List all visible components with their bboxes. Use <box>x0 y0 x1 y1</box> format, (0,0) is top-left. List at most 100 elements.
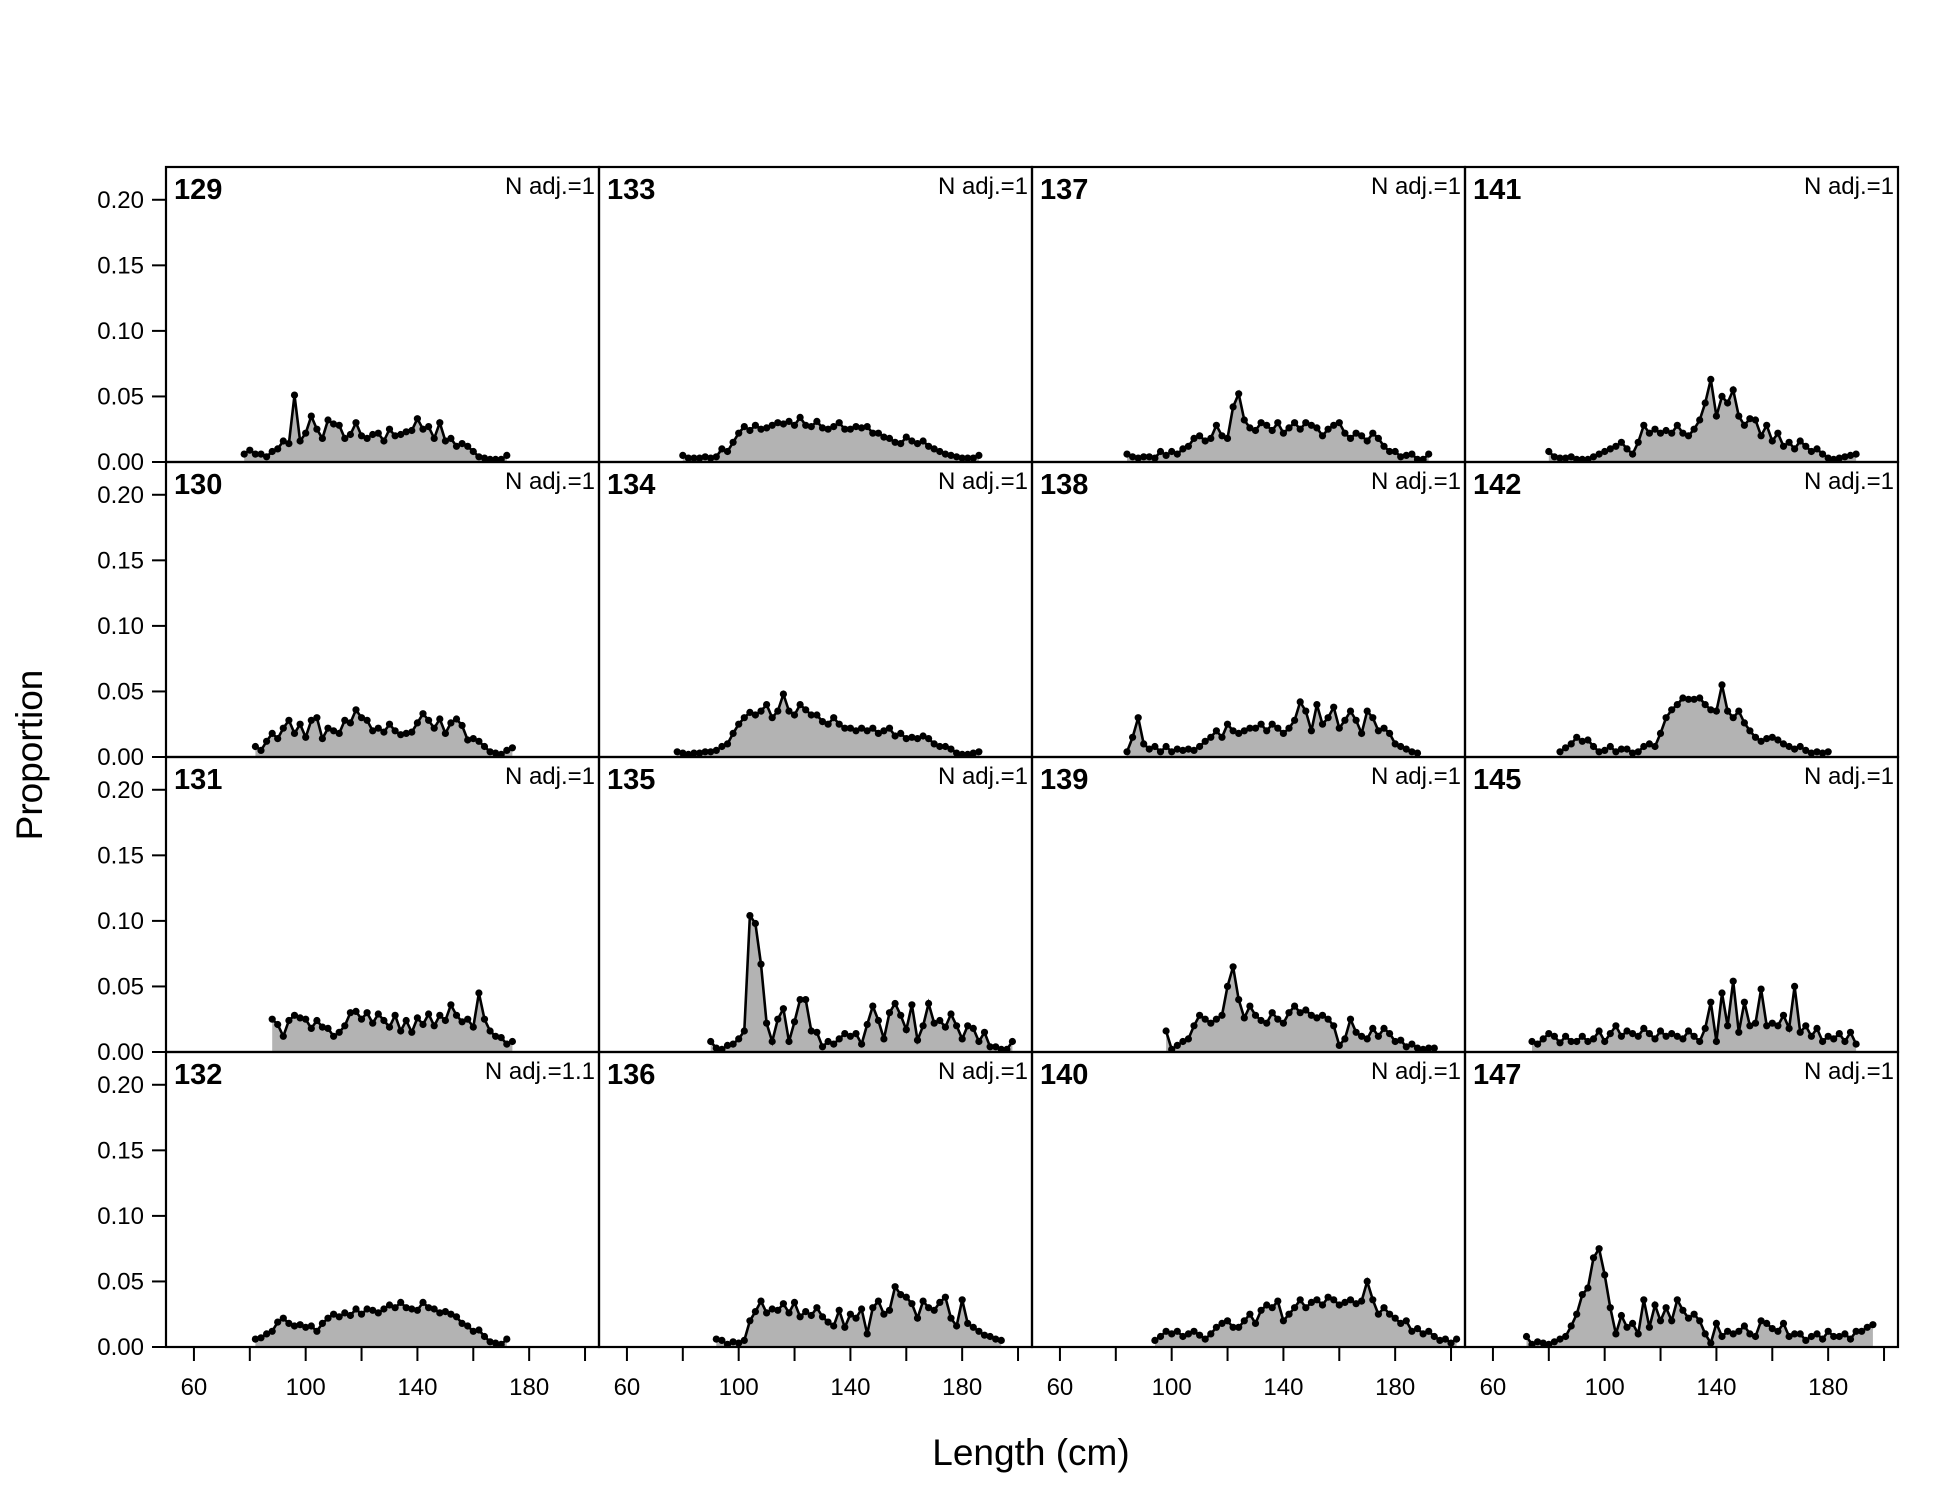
data-point <box>1207 1330 1215 1338</box>
data-point <box>1408 1040 1416 1048</box>
y-tick-label: 0.00 <box>97 1039 144 1066</box>
data-point <box>712 746 720 755</box>
data-point <box>425 716 433 724</box>
data-point <box>802 996 810 1004</box>
data-point <box>852 727 860 735</box>
data-point <box>1746 1022 1754 1030</box>
data-point <box>735 1035 743 1043</box>
data-point <box>779 690 788 698</box>
panel-note: N adj.=1 <box>938 1058 1028 1085</box>
data-point <box>1279 1317 1287 1325</box>
data-point <box>980 1331 989 1339</box>
panel-border <box>164 165 601 464</box>
data-point <box>330 1310 338 1318</box>
data-point <box>1852 1327 1860 1335</box>
data-point <box>746 1317 754 1325</box>
data-point <box>1419 1330 1427 1338</box>
data-point <box>486 748 494 756</box>
data-point <box>673 748 681 756</box>
data-point <box>830 423 838 431</box>
data-point <box>1578 1291 1586 1299</box>
data-point <box>452 1313 461 1321</box>
data-point <box>1341 716 1349 724</box>
data-point <box>475 737 483 745</box>
data-point <box>408 1028 416 1036</box>
data-point <box>841 1030 849 1038</box>
data-point <box>925 1304 933 1312</box>
data-point <box>1263 1301 1271 1309</box>
data-point <box>885 434 894 442</box>
data-point <box>1008 1037 1017 1046</box>
data-point <box>1263 421 1271 429</box>
data-point <box>1662 1032 1670 1040</box>
data-point <box>447 1001 455 1009</box>
data-point <box>1712 707 1720 715</box>
data-point <box>891 732 899 740</box>
data-point <box>1425 1327 1433 1335</box>
data-point <box>1207 434 1215 442</box>
data-point <box>1223 982 1232 991</box>
data-point <box>408 1305 416 1313</box>
data-point <box>1835 1030 1843 1038</box>
data-point <box>1257 419 1265 427</box>
data-point <box>346 719 354 727</box>
data-point <box>480 1332 489 1341</box>
data-point <box>302 429 310 437</box>
data-point <box>296 1014 304 1022</box>
data-point <box>1263 727 1271 735</box>
data-point <box>1285 724 1293 732</box>
data-point <box>1740 719 1748 727</box>
data-point <box>1425 1044 1433 1052</box>
data-point <box>874 729 883 738</box>
data-point <box>1550 1338 1558 1346</box>
panel-139: 139 N adj.=1 <box>1030 755 1467 1054</box>
data-point <box>1229 403 1237 411</box>
data-point <box>352 419 360 427</box>
x-tick-label: 180 <box>1375 1374 1415 1401</box>
data-point <box>1729 1330 1737 1338</box>
data-point <box>768 1037 776 1046</box>
data-point <box>969 1024 977 1032</box>
data-point <box>807 1311 815 1320</box>
data-point <box>464 1015 472 1023</box>
panel-note: N adj.=1 <box>938 763 1028 790</box>
data-point <box>1251 426 1260 435</box>
x-tick-label: 140 <box>1696 1374 1736 1401</box>
data-point <box>1696 416 1704 424</box>
data-point <box>1612 748 1620 756</box>
data-point <box>1402 1317 1410 1325</box>
data-point <box>1612 442 1620 450</box>
data-point <box>1151 742 1159 751</box>
data-point <box>1684 1027 1693 1035</box>
data-point <box>684 454 693 462</box>
data-point <box>1330 703 1338 711</box>
data-point <box>807 711 815 719</box>
data-point <box>913 440 922 448</box>
data-point <box>1307 421 1315 429</box>
data-point <box>380 728 388 736</box>
data-point <box>1651 742 1659 751</box>
panel-label: 130 <box>174 469 222 501</box>
data-point <box>268 1015 276 1023</box>
data-point <box>1606 1304 1614 1312</box>
data-point <box>1724 707 1732 715</box>
data-point <box>1391 1037 1399 1046</box>
data-point <box>1718 1332 1726 1341</box>
panel-134: 134 N adj.=1 <box>597 460 1034 759</box>
data-point <box>1785 1332 1793 1341</box>
panel-131: 131 N adj.=1 0.00 0.05 0.10 0.15 0.20 <box>97 755 601 1066</box>
data-point <box>1629 1319 1637 1327</box>
panel-140: 140 N adj.=1 60 100 140 180 <box>1030 1050 1467 1401</box>
data-point <box>930 740 938 748</box>
data-point <box>1556 1335 1564 1343</box>
data-point <box>374 724 382 732</box>
data-point <box>1634 1330 1642 1338</box>
data-point <box>274 735 282 743</box>
data-point <box>1751 1332 1760 1341</box>
data-point <box>947 451 955 459</box>
data-point <box>1601 746 1609 755</box>
data-point <box>1595 748 1603 756</box>
data-point <box>1617 1032 1625 1040</box>
data-point <box>1173 450 1181 458</box>
data-point <box>1740 421 1748 429</box>
